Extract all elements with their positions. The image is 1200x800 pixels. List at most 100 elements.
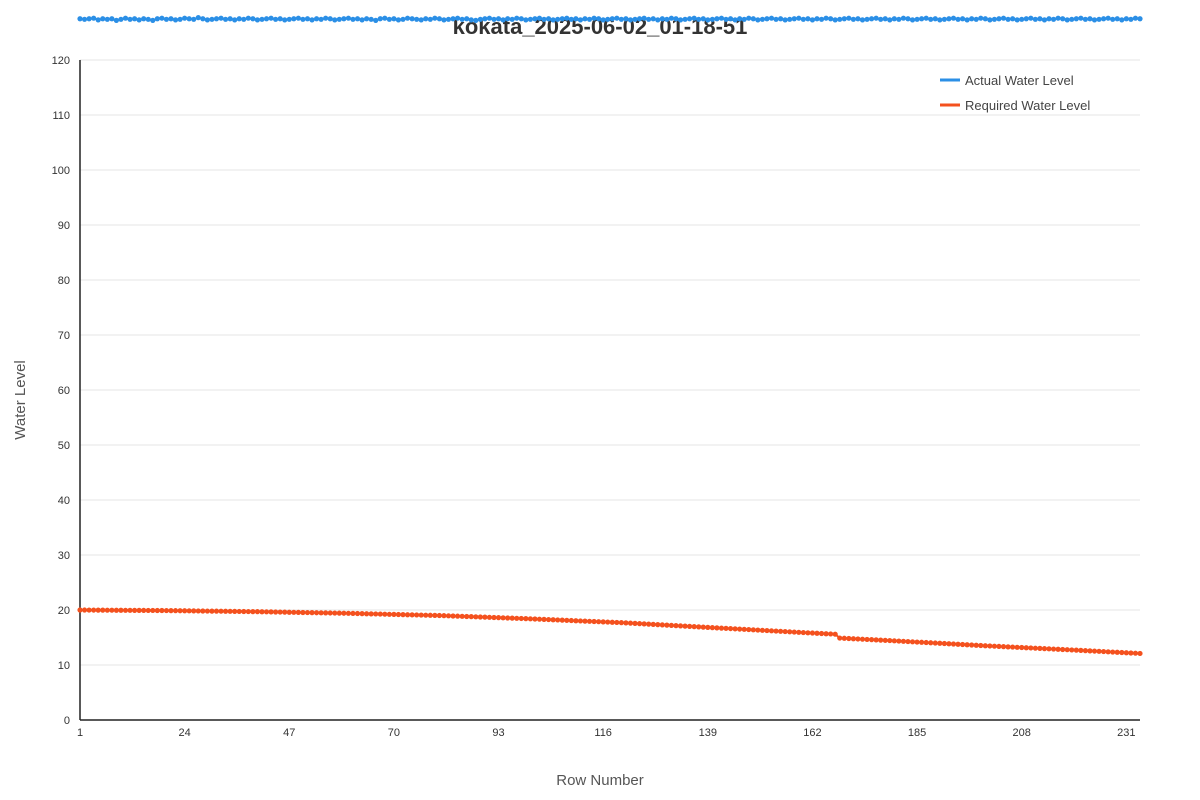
series-0-point	[919, 16, 925, 22]
series-0-point	[941, 16, 947, 22]
series-0-point	[514, 15, 520, 21]
series-1-point	[914, 639, 920, 645]
series-1-point	[573, 618, 579, 624]
series-1-point	[172, 608, 179, 614]
series-0-point	[100, 16, 106, 22]
series-1-point	[509, 615, 515, 621]
series-1-point	[204, 608, 210, 614]
series-0-point	[655, 17, 661, 23]
series-0-point	[332, 17, 338, 23]
series-0-point	[414, 16, 420, 22]
series-0-point	[222, 16, 229, 22]
series-0-point	[473, 17, 479, 23]
series-0-point	[955, 16, 961, 22]
series-0-point	[86, 16, 92, 22]
series-1-point	[609, 619, 615, 625]
series-1-point	[627, 620, 634, 626]
series-1-point	[122, 607, 129, 613]
y-tick-labels: 0 10 20 30 40 50 60 70 80 90 100 110 120	[52, 55, 70, 727]
series-1-point	[273, 609, 279, 615]
series-0-point	[318, 16, 324, 22]
series-0-point	[545, 16, 552, 22]
series-1-point	[828, 631, 834, 637]
series-0-point	[368, 16, 374, 22]
series-0-point	[1028, 15, 1034, 21]
legend-item-actual[interactable]: Actual Water Level	[940, 73, 1074, 88]
series-0-point	[245, 15, 251, 21]
series-0-point	[928, 16, 934, 22]
series-0-point	[427, 16, 433, 22]
series-0-point	[627, 17, 634, 23]
series-1-point	[923, 639, 929, 646]
series-1-point	[395, 611, 402, 618]
x-tick-24: 24	[179, 727, 191, 739]
series-0-point	[541, 16, 547, 22]
series-1-point	[878, 637, 884, 643]
series-1-point	[136, 607, 142, 613]
series-0-point	[850, 16, 856, 22]
series-1-point	[941, 640, 947, 647]
series-1-point	[982, 643, 988, 649]
series-0-point	[163, 16, 170, 22]
series-1-point	[468, 614, 474, 620]
series-1-point	[1132, 650, 1139, 656]
series-1-point	[764, 627, 770, 634]
series-0-point	[277, 16, 283, 22]
series-1-point	[759, 627, 766, 633]
series-1-point	[900, 638, 907, 644]
series-0-point	[364, 16, 370, 22]
series-0-point	[523, 17, 529, 23]
series-0-point	[218, 15, 224, 21]
y-tick-120: 120	[52, 55, 70, 67]
series-0-point	[636, 16, 643, 22]
series-0-point	[1000, 15, 1007, 21]
series-0-point	[527, 16, 533, 22]
series-0-point	[241, 16, 247, 22]
series-0-point	[764, 16, 770, 22]
series-0-point	[868, 16, 875, 22]
series-0-point	[1078, 15, 1084, 21]
series-0-point	[1114, 16, 1120, 22]
series-1-point	[577, 618, 584, 624]
series-0-point	[104, 16, 110, 22]
series-1-point	[154, 607, 160, 614]
series-1-point	[655, 622, 661, 628]
series-1-point	[514, 615, 520, 621]
series-0-point	[582, 16, 588, 22]
series-0-point	[486, 15, 493, 21]
series-1-point	[978, 642, 984, 649]
series-0-point	[718, 15, 725, 21]
series-0-point	[782, 17, 788, 23]
series-0-point	[300, 16, 306, 22]
series-1-point	[623, 620, 629, 626]
series-1-point	[195, 608, 201, 614]
series-0-point	[432, 15, 438, 21]
series-1-point	[746, 626, 752, 633]
y-tick-80: 80	[58, 275, 70, 287]
series-1-point	[718, 625, 725, 631]
series-0-point	[518, 16, 524, 22]
series-0-point	[687, 16, 693, 22]
series-0-point	[755, 17, 761, 23]
series-1-point	[313, 610, 320, 616]
series-0-point	[787, 16, 793, 22]
series-1-point	[309, 610, 315, 616]
series-1-point	[145, 607, 151, 614]
series-1-point	[750, 627, 756, 633]
series-0-point	[400, 16, 406, 22]
y-tick-90: 90	[58, 220, 70, 232]
series-0-point	[95, 17, 101, 23]
series-0-point	[491, 16, 497, 22]
series-0-point	[418, 17, 424, 23]
series-0-point	[1137, 16, 1143, 22]
legend[interactable]: Actual Water Level Required Water Level	[940, 73, 1090, 113]
x-tick-231: 231	[1117, 727, 1135, 739]
y-tick-40: 40	[58, 495, 70, 507]
series-1-point	[1064, 647, 1070, 653]
legend-item-required[interactable]: Required Water Level	[940, 98, 1090, 113]
series-0-point	[950, 15, 957, 21]
series-1-point	[286, 609, 292, 615]
series-1-point	[1123, 650, 1129, 656]
series-1-point	[95, 607, 101, 613]
series-1-point	[527, 616, 533, 622]
